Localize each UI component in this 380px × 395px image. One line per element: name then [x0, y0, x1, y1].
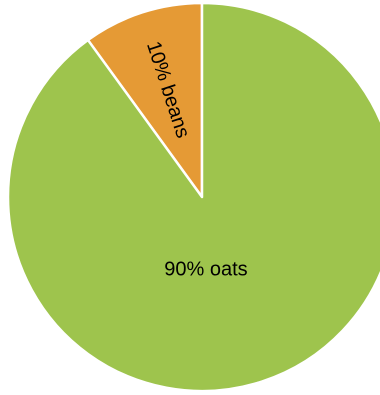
pie-slices — [6, 1, 380, 393]
data-label-oats: 90% oats — [164, 258, 247, 280]
pie-slice-oats — [6, 1, 380, 393]
pie-slice-beans — [86, 1, 204, 199]
